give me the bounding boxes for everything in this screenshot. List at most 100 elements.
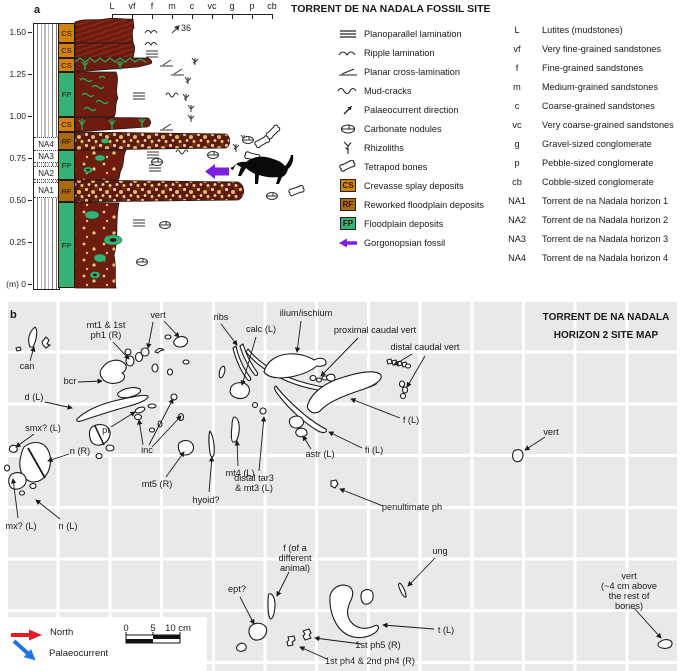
facies-unit: RF <box>58 180 75 202</box>
map-label: mt1 & 1st ph1 (R) <box>86 320 126 340</box>
grain-tick-label: g <box>229 1 235 11</box>
abbrev-code: vf <box>513 44 521 54</box>
legend-label: Mud-cracks <box>364 85 412 96</box>
planoparallel-icon <box>146 50 158 58</box>
map-label: hyoid? <box>192 495 220 506</box>
facies-unit: FP <box>58 150 75 180</box>
leader-arrow <box>137 419 144 446</box>
leader-arrow <box>163 320 180 338</box>
planoparallel-icon <box>133 219 145 227</box>
map-label: n (L) <box>58 521 78 532</box>
symbol-legend: Planoparallel lamination Ripple laminatio… <box>332 0 500 295</box>
facies-unit: CS <box>58 43 75 58</box>
abbrev-code: vc <box>512 120 522 130</box>
y-axis-tick <box>28 200 32 201</box>
map-label: vert (~4 cm above the rest of bones) <box>601 571 657 611</box>
map-label: f (of a different animal) <box>278 543 312 573</box>
abbrev-label: Gravel-sized conglomerate <box>542 139 652 149</box>
leader-arrow <box>350 398 401 419</box>
legend-row: Gorgonopsian fossil <box>332 235 445 250</box>
na-horizon-column: NA4 NA3 NA2 NA1 <box>34 0 58 295</box>
map-label: smx? (L) <box>25 423 61 434</box>
lithology-blocks <box>74 17 245 289</box>
legend-label: Ripple lamination <box>364 47 435 58</box>
leader-arrow <box>146 321 154 349</box>
leader-arrow <box>299 646 328 660</box>
abbrev-label: Lutites (mudstones) <box>542 25 623 35</box>
grain-tick-label: vc <box>207 1 217 11</box>
map-label: d (L) <box>24 392 44 403</box>
map-label: n (R) <box>69 446 91 457</box>
legend-label: Carbonate nodules <box>364 123 442 134</box>
grain-tick <box>152 14 153 19</box>
site-map-title-line2: HORIZON 2 SITE MAP <box>553 330 659 341</box>
leader-arrow <box>29 346 36 362</box>
panel-b-label: b <box>10 309 17 321</box>
facies-unit: CS <box>58 58 75 72</box>
abbrev-label: Torrent de na Nadala horizon 2 <box>542 215 669 225</box>
grain-tick <box>272 14 273 19</box>
grain-tick <box>112 14 113 19</box>
grain-tick-label: p <box>249 1 255 11</box>
leader-arrow <box>239 596 255 625</box>
site-map-art <box>3 320 673 661</box>
map-label: 1st ph4 & 2nd ph4 (R) <box>325 656 415 667</box>
leader-arrow <box>110 411 136 428</box>
label-arrows <box>10 320 662 660</box>
legend-row: Rhizoliths <box>332 140 404 155</box>
legend-label: Rhizoliths <box>364 142 404 153</box>
abbrev-label: Very fine-grained sandstones <box>542 44 662 54</box>
abbrev-label: Torrent de na Nadala horizon 3 <box>542 234 669 244</box>
gorgonopsian-silhouette <box>230 155 294 184</box>
abbrev-code: f <box>515 63 519 73</box>
site-map-title: TORRENT DE NA NADALA HORIZON 2 SITE MAP <box>528 309 684 345</box>
leader-arrow <box>294 320 302 353</box>
y-axis-label: (m) 0 <box>6 279 26 289</box>
na-horizon-box: NA1 <box>34 182 58 198</box>
map-label: ept? <box>228 584 246 595</box>
map-label: penultimate ph <box>381 502 443 513</box>
map-label: proximal caudal vert <box>333 325 417 336</box>
legend-color-box: CS <box>340 179 356 192</box>
leader-arrow <box>328 431 363 449</box>
abbrev-code: NA3 <box>508 234 526 244</box>
legend-color-box: FP <box>340 217 356 230</box>
fp-box-icon: FP <box>332 217 364 230</box>
map-label: ung <box>432 546 448 557</box>
facies-unit-label: CS <box>61 28 72 38</box>
legend-label: Planoparallel lamination <box>364 28 462 39</box>
carbonate-nodule-icon <box>136 136 278 266</box>
map-label: astr (L) <box>305 449 335 460</box>
na-horizon-box: NA3 <box>34 150 58 163</box>
cs-box-icon: CS <box>332 179 364 192</box>
legend-row: Palaeocurrent direction <box>332 102 458 117</box>
legend-row: Carbonate nodules <box>332 121 442 136</box>
green-plant-overlays <box>74 57 147 130</box>
y-axis-tick <box>28 158 32 159</box>
map-label: vert <box>543 427 559 438</box>
abbrev-code: cb <box>512 177 522 187</box>
north-arrow <box>11 629 42 641</box>
planoparallel-icon <box>133 92 145 100</box>
grain-tick <box>172 14 173 19</box>
rf-box-icon: RF <box>332 198 364 211</box>
legend-label: Crevasse splay deposits <box>364 180 464 191</box>
compass-area <box>0 617 207 671</box>
abbrev-label: Medium-grained sandstones <box>542 82 658 92</box>
na-horizon-box: NA2 <box>34 166 58 180</box>
map-label: distal tar3 & mt3 (L) <box>234 473 274 493</box>
legend-row: Tetrapod bones <box>332 159 427 174</box>
leader-arrow <box>10 478 19 519</box>
legend-label: Gorgonopsian fossil <box>364 237 446 248</box>
cross-lamination-icon <box>171 68 184 76</box>
abbrev-code: c <box>514 101 520 111</box>
palaeocurrent-value: 36 <box>181 23 192 33</box>
grain-tick-label: cb <box>267 1 277 11</box>
scalebar-0: 0 <box>123 623 129 634</box>
grain-tick <box>232 14 233 19</box>
leader-arrow <box>407 557 436 587</box>
grain-tick <box>192 14 193 19</box>
map-label: can <box>19 361 35 372</box>
leader-arrow <box>15 433 35 448</box>
